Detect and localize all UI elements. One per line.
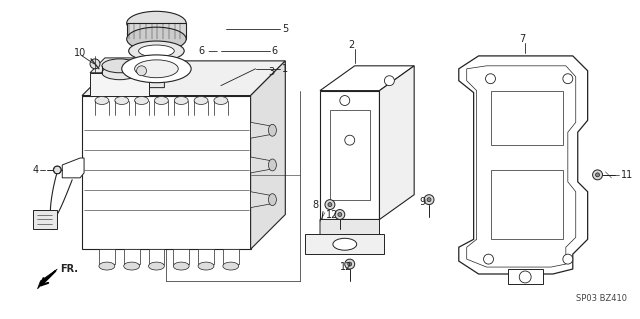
Polygon shape xyxy=(198,249,214,264)
Polygon shape xyxy=(90,73,150,96)
Ellipse shape xyxy=(134,97,148,105)
Ellipse shape xyxy=(127,11,186,35)
Polygon shape xyxy=(251,157,273,173)
Circle shape xyxy=(484,254,493,264)
Circle shape xyxy=(335,210,345,219)
Text: 2: 2 xyxy=(349,40,355,50)
Polygon shape xyxy=(251,122,273,138)
Circle shape xyxy=(348,262,352,266)
Text: 3: 3 xyxy=(268,67,275,77)
Polygon shape xyxy=(33,210,58,229)
Circle shape xyxy=(519,271,531,283)
Circle shape xyxy=(90,59,100,69)
Circle shape xyxy=(345,135,355,145)
Polygon shape xyxy=(127,23,186,39)
Text: 12: 12 xyxy=(326,210,339,219)
Text: 10: 10 xyxy=(74,48,86,58)
Circle shape xyxy=(338,212,342,217)
Polygon shape xyxy=(223,249,239,264)
Circle shape xyxy=(345,259,355,269)
Ellipse shape xyxy=(115,97,129,105)
Ellipse shape xyxy=(174,97,188,105)
Ellipse shape xyxy=(154,97,168,105)
Polygon shape xyxy=(99,249,115,264)
Ellipse shape xyxy=(268,159,276,171)
Polygon shape xyxy=(490,170,563,239)
Text: 8: 8 xyxy=(312,200,318,210)
Polygon shape xyxy=(82,61,285,96)
Circle shape xyxy=(427,198,431,202)
Circle shape xyxy=(563,254,573,264)
Polygon shape xyxy=(150,58,164,88)
Text: 6 —: 6 — xyxy=(199,46,218,56)
Text: 1: 1 xyxy=(282,64,289,74)
Text: 7: 7 xyxy=(519,34,525,44)
Text: FR.: FR. xyxy=(60,264,78,274)
Ellipse shape xyxy=(139,45,174,57)
Circle shape xyxy=(328,203,332,207)
Circle shape xyxy=(593,170,602,180)
Ellipse shape xyxy=(268,194,276,205)
Ellipse shape xyxy=(102,59,138,73)
Polygon shape xyxy=(62,158,84,178)
Ellipse shape xyxy=(198,262,214,270)
Circle shape xyxy=(424,195,434,204)
Circle shape xyxy=(486,74,495,84)
Polygon shape xyxy=(251,61,285,249)
Ellipse shape xyxy=(122,55,191,83)
Polygon shape xyxy=(38,269,58,289)
Polygon shape xyxy=(148,249,164,264)
Polygon shape xyxy=(320,219,380,244)
Ellipse shape xyxy=(333,238,356,250)
Polygon shape xyxy=(173,249,189,264)
Ellipse shape xyxy=(223,262,239,270)
Polygon shape xyxy=(320,91,380,219)
Polygon shape xyxy=(320,66,414,91)
Ellipse shape xyxy=(129,41,184,61)
Ellipse shape xyxy=(95,97,109,105)
Circle shape xyxy=(325,200,335,210)
Polygon shape xyxy=(459,56,588,274)
Ellipse shape xyxy=(102,66,138,80)
Circle shape xyxy=(340,96,349,106)
Text: 11: 11 xyxy=(621,170,634,180)
Ellipse shape xyxy=(173,262,189,270)
Polygon shape xyxy=(124,249,140,264)
Ellipse shape xyxy=(148,262,164,270)
Text: 6: 6 xyxy=(271,46,278,56)
Ellipse shape xyxy=(134,60,179,78)
Polygon shape xyxy=(490,91,563,145)
Polygon shape xyxy=(380,66,414,219)
Polygon shape xyxy=(90,58,164,73)
Circle shape xyxy=(563,74,573,84)
Polygon shape xyxy=(251,192,273,208)
Circle shape xyxy=(596,173,600,177)
Ellipse shape xyxy=(127,27,186,51)
Ellipse shape xyxy=(268,124,276,136)
Text: 9: 9 xyxy=(419,197,425,207)
Ellipse shape xyxy=(214,97,228,105)
Text: 4: 4 xyxy=(33,165,38,175)
Circle shape xyxy=(385,76,394,85)
Polygon shape xyxy=(82,96,251,249)
Ellipse shape xyxy=(124,262,140,270)
Circle shape xyxy=(53,166,61,174)
Circle shape xyxy=(136,66,147,76)
Ellipse shape xyxy=(99,262,115,270)
Polygon shape xyxy=(305,234,385,254)
Text: 12: 12 xyxy=(340,262,352,272)
Ellipse shape xyxy=(194,97,208,105)
Text: 5: 5 xyxy=(282,24,289,34)
Text: SP03 BZ410: SP03 BZ410 xyxy=(576,294,627,303)
Polygon shape xyxy=(508,269,543,284)
Polygon shape xyxy=(330,110,369,200)
